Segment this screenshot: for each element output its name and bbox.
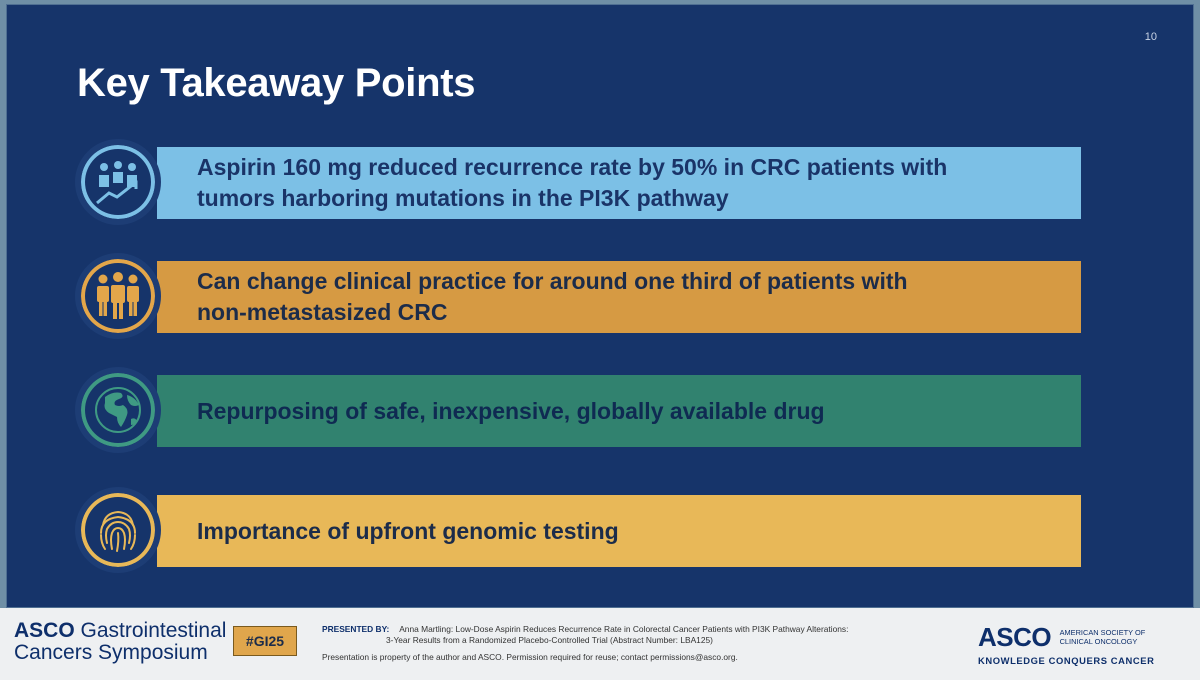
takeaway-bar-1: Aspirin 160 mg reduced recurrence rate b… xyxy=(157,147,1081,219)
presented-line-1: Anna Martling: Low-Dose Aspirin Reduces … xyxy=(399,624,849,634)
globe-icon xyxy=(75,367,161,453)
asco-logo-text: ASCO xyxy=(978,622,1052,652)
people-growth-icon xyxy=(75,139,161,225)
permission-note: Presentation is property of the author a… xyxy=(322,652,738,662)
slide-title: Key Takeaway Points xyxy=(77,61,476,105)
takeaway-text-3: Repurposing of safe, inexpensive, global… xyxy=(197,397,825,424)
takeaway-point-3: Repurposing of safe, inexpensive, global… xyxy=(7,367,1195,453)
page-number: 10 xyxy=(1144,31,1157,43)
presented-line-2: 3-Year Results from a Randomized Placebo… xyxy=(386,635,713,645)
takeaway-point-4: Importance of upfront genomic testing xyxy=(7,487,1195,573)
group-people-icon xyxy=(75,253,161,339)
society-line-1: AMERICAN SOCIETY OF xyxy=(1059,628,1146,637)
takeaway-text-2a: Can change clinical practice for around … xyxy=(197,268,908,294)
takeaway-point-2: Can change clinical practice for around … xyxy=(7,253,1195,339)
asco-society-text: AMERICAN SOCIETY OF CLINICAL ONCOLOGY xyxy=(1060,628,1146,646)
takeaway-text-1a: Aspirin 160 mg reduced recurrence rate b… xyxy=(197,154,948,180)
logo-asco-text: ASCO xyxy=(14,619,75,642)
hashtag-badge: #GI25 xyxy=(233,626,297,656)
presented-label: PRESENTED BY: xyxy=(322,624,390,634)
society-line-2: CLINICAL ONCOLOGY xyxy=(1059,637,1138,646)
takeaway-point-1: Aspirin 160 mg reduced recurrence rate b… xyxy=(7,139,1195,225)
takeaway-bar-2: Can change clinical practice for around … xyxy=(157,261,1081,333)
presented-by: PRESENTED BY: Anna Martling: Low-Dose As… xyxy=(322,624,962,663)
takeaway-text-2b: non-metastasized CRC xyxy=(197,299,448,325)
asco-gi-symposium-logo: ASCO Gastrointestinal Cancers Symposium xyxy=(14,620,226,664)
footer: ASCO Gastrointestinal Cancers Symposium … xyxy=(0,608,1200,680)
fingerprint-icon xyxy=(75,487,161,573)
takeaway-bar-4: Importance of upfront genomic testing xyxy=(157,495,1081,567)
takeaway-bar-3: Repurposing of safe, inexpensive, global… xyxy=(157,375,1081,447)
takeaway-text-1b: tumors harboring mutations in the PI3K p… xyxy=(197,185,729,211)
takeaway-text-4: Importance of upfront genomic testing xyxy=(197,517,619,544)
asco-tagline: KNOWLEDGE CONQUERS CANCER xyxy=(978,655,1155,666)
logo-gi-text: Gastrointestinal xyxy=(80,619,227,642)
asco-logo: ASCO AMERICAN SOCIETY OF CLINICAL ONCOLO… xyxy=(978,622,1188,666)
logo-symposium-text: Cancers Symposium xyxy=(14,641,208,664)
slide: 10 Key Takeaway Points Aspirin 160 mg re… xyxy=(6,4,1194,608)
